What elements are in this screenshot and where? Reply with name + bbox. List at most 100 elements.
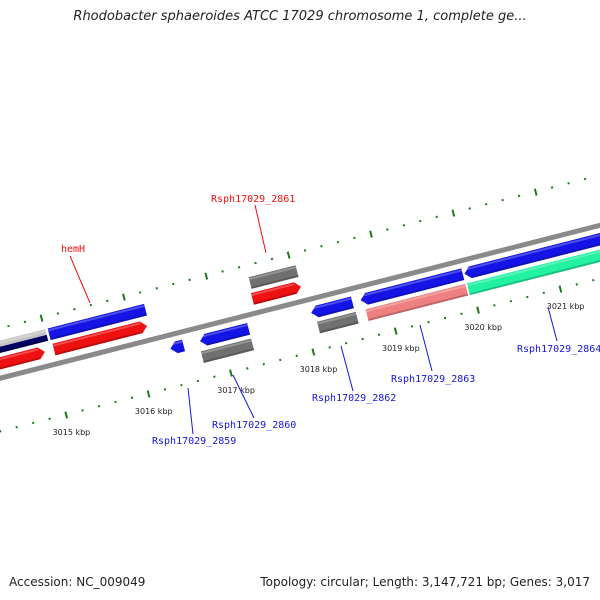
minor-tick [410, 325, 414, 328]
minor-tick [386, 228, 389, 231]
gene-feature[interactable] [359, 268, 465, 306]
label-leader-line [232, 374, 255, 419]
gene-label[interactable]: hemH [61, 244, 85, 255]
minor-tick [344, 341, 348, 345]
minor-tick [254, 261, 257, 265]
minor-tick [509, 299, 513, 303]
gene-label[interactable]: Rsph17029_2860 [212, 420, 296, 431]
minor-tick [279, 358, 282, 362]
minor-tick [526, 295, 529, 299]
gene-feature[interactable] [0, 329, 49, 356]
gene-feature[interactable] [309, 296, 354, 319]
minor-tick [443, 316, 447, 320]
gene-label[interactable]: Rsph17029_2859 [152, 436, 236, 447]
minor-tick [48, 417, 51, 420]
minor-tick [106, 299, 109, 303]
minor-tick [56, 312, 60, 315]
minor-tick [320, 245, 323, 248]
minor-tick [303, 249, 307, 252]
tick-labels: 3015 kbp 3016 kbp 3017 kbp 3018 kbp 3019 kbp… [53, 302, 585, 437]
minor-tick [23, 320, 27, 324]
gene-feature[interactable] [47, 303, 147, 341]
minor-tick [377, 333, 381, 336]
gene-feature[interactable] [200, 338, 255, 363]
minor-tick [7, 324, 10, 328]
gene-label[interactable]: Rsph17029_2861 [211, 194, 295, 205]
minor-tick [114, 400, 117, 404]
minor-tick [427, 320, 430, 324]
minor-tick [501, 198, 504, 202]
minor-tick [155, 287, 158, 290]
major-tick [204, 272, 209, 280]
minor-tick [328, 346, 331, 349]
minor-tick [575, 283, 578, 286]
major-tick [533, 188, 538, 196]
minor-tick [435, 215, 438, 219]
gene-feature[interactable] [198, 323, 251, 347]
tick-marks [0, 177, 595, 433]
minor-tick [196, 379, 200, 383]
major-tick [64, 411, 69, 419]
accession-text: Accession: NC_009049 [9, 575, 146, 589]
major-tick [146, 390, 151, 398]
tick-label: 3018 kbp [300, 365, 338, 374]
minor-tick [180, 383, 183, 387]
minor-tick [221, 270, 224, 273]
minor-tick [550, 186, 554, 189]
gene-feature[interactable] [365, 283, 469, 321]
minor-tick [583, 177, 587, 181]
minor-tick [592, 278, 595, 282]
gene-label[interactable]: Rsph17029_2863 [391, 374, 475, 385]
minor-tick [15, 425, 18, 429]
features [0, 224, 600, 372]
label-leader-line [547, 306, 558, 342]
tick-label: 3017 kbp [217, 386, 255, 395]
label-leader-line [254, 204, 267, 254]
minor-tick [353, 236, 356, 240]
minor-tick [402, 224, 406, 227]
major-tick [39, 314, 44, 322]
minor-tick [237, 266, 241, 269]
gene-feature[interactable] [250, 281, 303, 305]
label-leader-line [187, 387, 194, 435]
minor-tick [171, 282, 175, 286]
gene-feature[interactable] [463, 224, 600, 280]
minor-tick [81, 409, 84, 412]
major-tick [476, 306, 480, 314]
minor-tick [163, 388, 167, 391]
minor-tick [361, 337, 364, 341]
gene-label[interactable]: Rsph17029_2864 [517, 344, 600, 355]
major-tick [311, 348, 316, 356]
minor-tick [517, 194, 521, 198]
tick-label: 3015 kbp [53, 428, 91, 437]
label-leader-line [419, 324, 433, 372]
tick-label: 3021 kbp [547, 302, 585, 311]
minor-tick [130, 396, 134, 399]
minor-tick [468, 207, 471, 210]
label-leader-line [69, 255, 91, 304]
label-leader-line [340, 345, 354, 392]
major-tick [286, 251, 291, 259]
minor-tick [484, 203, 488, 206]
major-tick [122, 293, 126, 301]
minor-tick [213, 375, 216, 378]
minor-tick [493, 304, 496, 307]
minor-tick [419, 219, 422, 223]
gene-label[interactable]: Rsph17029_2862 [312, 393, 396, 404]
minor-tick [270, 257, 274, 261]
minor-tick [188, 278, 191, 282]
minor-tick [460, 312, 463, 315]
minor-tick [567, 182, 570, 185]
gene-feature[interactable] [52, 320, 148, 356]
minor-tick [73, 308, 76, 311]
tick-label: 3016 kbp [135, 407, 173, 416]
minor-tick [89, 303, 93, 307]
gene-feature[interactable] [466, 240, 600, 296]
summary-text: Topology: circular; Length: 3,147,721 bp… [260, 575, 590, 589]
gene-feature[interactable] [169, 339, 186, 355]
minor-tick [295, 354, 298, 357]
gene-feature[interactable] [248, 265, 299, 289]
gene-feature[interactable] [0, 346, 46, 372]
gene-feature[interactable] [316, 311, 359, 334]
